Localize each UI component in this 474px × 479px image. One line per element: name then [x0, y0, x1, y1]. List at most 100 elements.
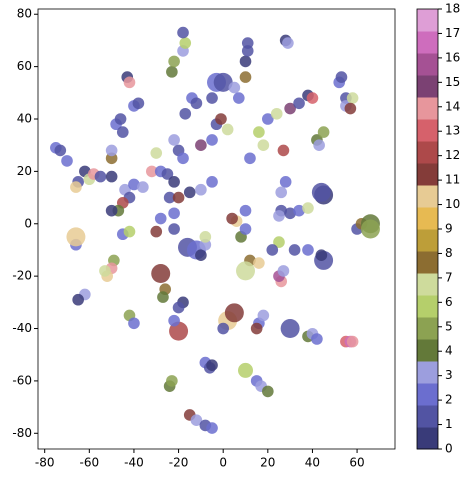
point: [66, 227, 86, 247]
point: [257, 309, 270, 322]
point: [228, 81, 241, 94]
point: [163, 191, 176, 204]
point: [172, 191, 185, 204]
colorbar-tick-label: 13: [445, 124, 460, 138]
point: [273, 210, 285, 222]
point: [177, 26, 189, 39]
point: [168, 176, 180, 188]
colorbar-segment: [417, 273, 438, 296]
point: [179, 107, 192, 120]
colorbar-segment: [417, 185, 438, 208]
point: [282, 37, 294, 49]
point: [177, 152, 189, 165]
point: [154, 212, 167, 225]
point: [190, 97, 203, 110]
x-tick-label: -80: [35, 456, 55, 470]
point: [94, 170, 107, 183]
point: [241, 37, 254, 49]
point: [293, 204, 305, 217]
point: [72, 293, 84, 306]
colorbar-segment: [417, 53, 438, 76]
point: [262, 113, 274, 125]
colorbar-segment: [417, 339, 438, 362]
colorbar-segment: [417, 97, 438, 120]
point: [199, 231, 212, 243]
point: [213, 72, 233, 92]
x-tick-label: -40: [124, 456, 144, 470]
y-tick-label: 20: [17, 164, 32, 178]
point: [157, 291, 169, 303]
colorbar-tick-label: 12: [445, 148, 460, 162]
point: [206, 176, 218, 188]
point: [262, 385, 274, 398]
point: [105, 170, 118, 183]
point: [239, 55, 252, 68]
point: [166, 375, 178, 387]
point: [277, 144, 290, 157]
y-tick-label: 40: [17, 112, 32, 126]
x-tick-label: 0: [219, 456, 227, 470]
colorbar-segment: [417, 75, 438, 98]
colorbar-segment: [417, 405, 438, 428]
point: [195, 139, 207, 151]
point: [172, 301, 185, 314]
point: [179, 37, 192, 49]
point: [137, 181, 149, 193]
y-tick-label: -20: [12, 269, 32, 283]
point: [168, 223, 180, 235]
y-tick-label: -80: [12, 426, 32, 440]
colorbar-segment: [417, 295, 438, 318]
colorbar-tick-label: 1: [445, 417, 453, 431]
point: [293, 97, 305, 110]
point: [288, 244, 301, 256]
colorbar-tick-label: 3: [445, 368, 453, 382]
colorbar-segment: [417, 31, 438, 54]
point: [221, 123, 234, 136]
point: [150, 225, 163, 238]
colorbar-segment: [417, 229, 438, 252]
colorbar-tick-label: 6: [445, 295, 453, 309]
point: [61, 155, 73, 167]
point: [168, 314, 180, 327]
point: [344, 102, 357, 115]
point: [206, 92, 218, 104]
y-tick-label: -60: [12, 373, 32, 387]
x-tick-label: 60: [349, 456, 364, 470]
colorbar-segment: [417, 207, 438, 230]
colorbar-tick-label: 2: [445, 393, 453, 407]
point: [346, 335, 359, 348]
point: [190, 414, 203, 426]
point: [313, 139, 325, 151]
point: [183, 186, 196, 199]
colorbar-tick-label: 17: [445, 26, 460, 40]
point: [226, 212, 238, 225]
point: [224, 303, 244, 323]
point: [273, 236, 285, 248]
point: [145, 165, 158, 178]
point: [99, 265, 111, 277]
point: [250, 322, 263, 335]
colorbar-segment: [417, 361, 438, 384]
colorbar-segment: [417, 119, 438, 142]
point: [239, 223, 252, 235]
colorbar-segment: [417, 251, 438, 274]
colorbar-tick-label: 9: [445, 222, 453, 236]
point: [168, 134, 180, 146]
point: [266, 244, 279, 256]
point: [253, 257, 265, 269]
point: [114, 113, 127, 125]
point: [116, 126, 129, 138]
point: [105, 204, 118, 217]
point: [168, 55, 180, 68]
colorbar-segment: [417, 141, 438, 164]
point: [195, 183, 207, 196]
x-tick-label: -20: [169, 456, 189, 470]
point: [284, 207, 296, 220]
point: [132, 97, 145, 110]
y-tick-label: 80: [17, 7, 32, 21]
point: [317, 126, 330, 138]
point: [206, 134, 218, 146]
point: [215, 113, 227, 125]
point: [257, 139, 270, 151]
point: [166, 66, 178, 78]
